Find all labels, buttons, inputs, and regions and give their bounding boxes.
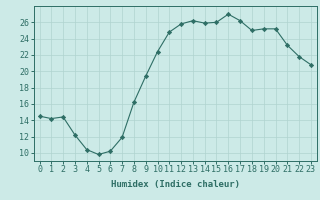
X-axis label: Humidex (Indice chaleur): Humidex (Indice chaleur) [111,180,240,189]
